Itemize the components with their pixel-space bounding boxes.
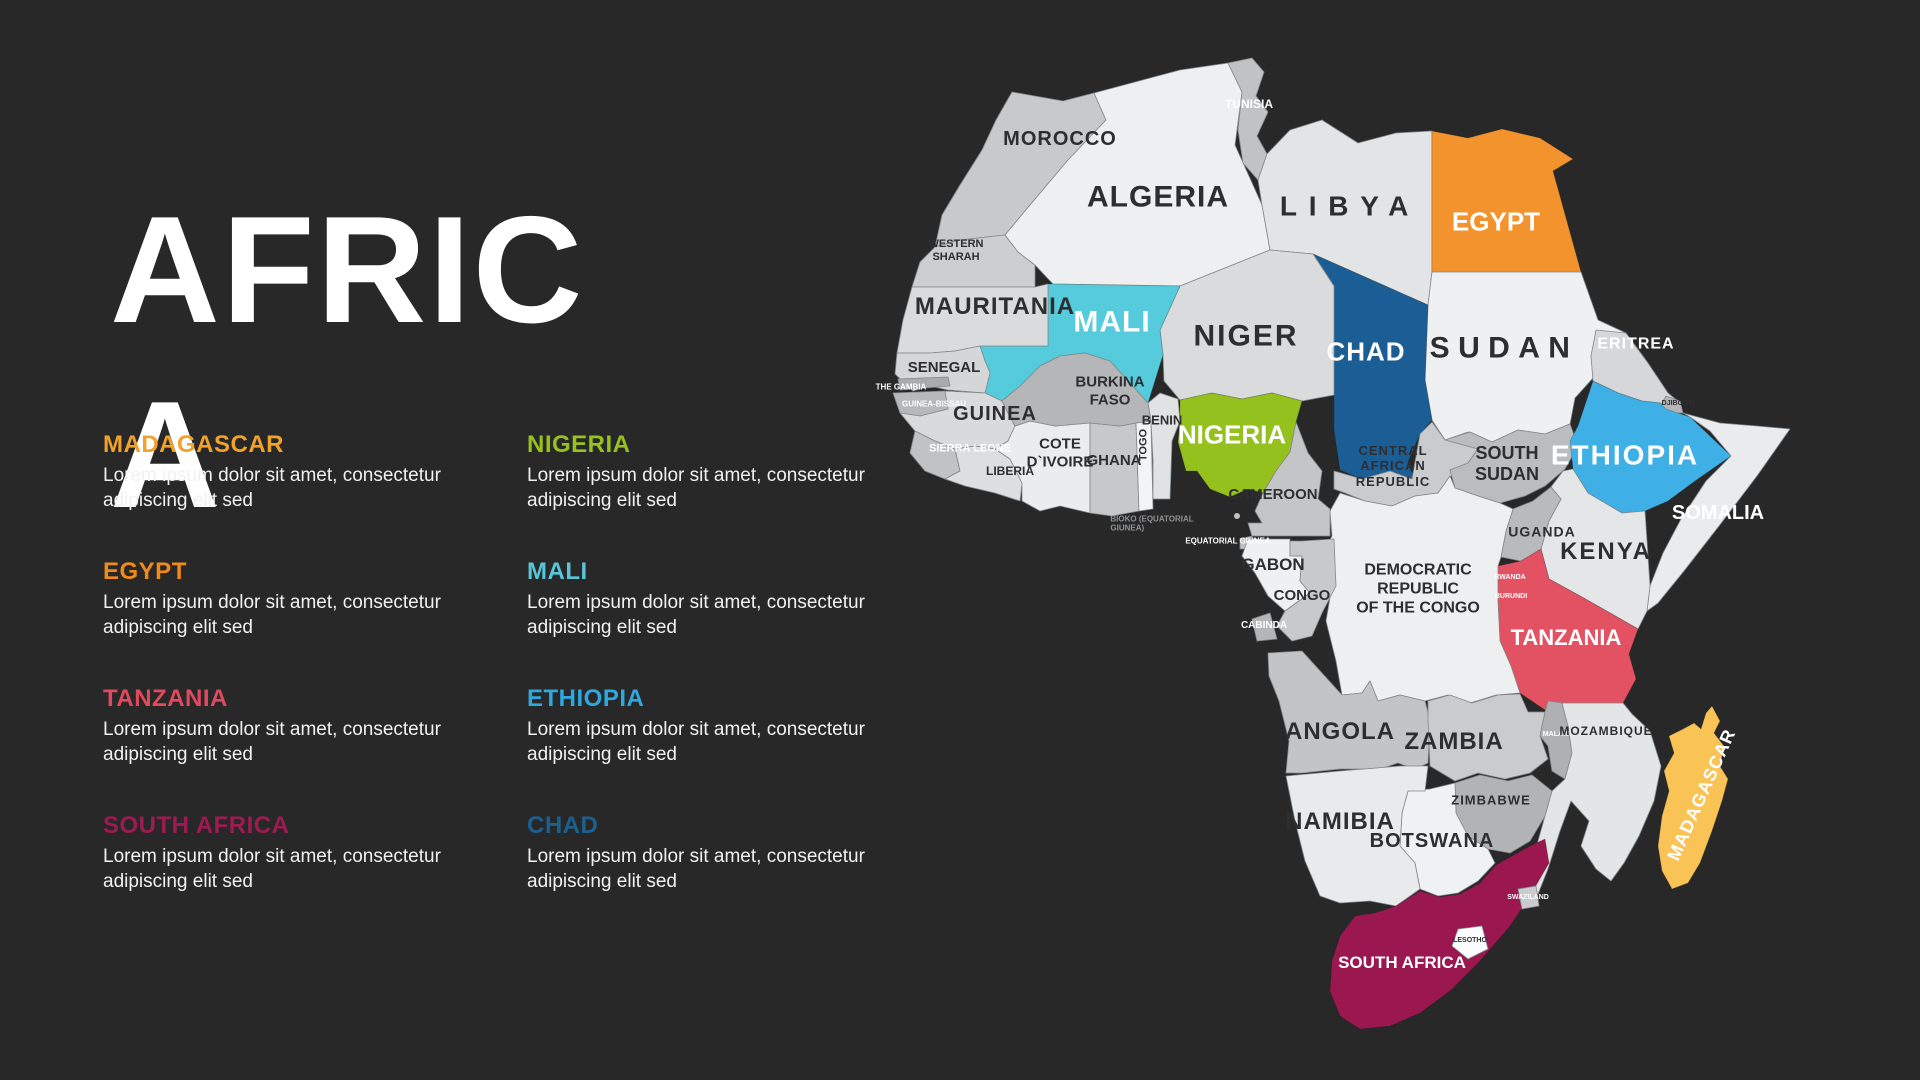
legend-item-tanzania: TANZANIA Lorem ipsum dolor sit amet, con… <box>103 684 463 767</box>
map-label-burkina-faso: BURKINA FASO <box>1075 373 1145 408</box>
map-label-burundi: BURUNDI <box>1494 592 1528 600</box>
legend-item-egypt: EGYPT Lorem ipsum dolor sit amet, consec… <box>103 557 463 640</box>
legend-item-title: NIGERIA <box>527 431 631 458</box>
map-label-gabon: GABON <box>1241 554 1305 574</box>
country-mozambique <box>1527 702 1662 900</box>
map-label-democratic-republic-of-the-congo: DEMOCRATIC REPUBLIC OF THE CONGO <box>1356 561 1480 617</box>
legend-item-title: SOUTH AFRICA <box>103 812 290 839</box>
country-drc <box>1319 475 1521 704</box>
map-label-south-africa: SOUTH AFRICA <box>1338 952 1466 972</box>
legend-item-body: Lorem ipsum dolor sit amet, consectetur … <box>527 719 865 765</box>
legend-item-ethiopia: ETHIOPIA Lorem ipsum dolor sit amet, con… <box>527 684 887 767</box>
legend-column-left: MADAGASCAR Lorem ipsum dolor sit amet, c… <box>103 430 463 938</box>
map-label-cote-d-ivoire: COTE D`IVOIRE <box>1026 435 1094 470</box>
map-label-namibia: NAMIBIA <box>1285 807 1395 835</box>
map-label-morocco: MOROCCO <box>1003 128 1117 151</box>
map-label-tanzania: TANZANIA <box>1510 625 1622 651</box>
legend-item-body: Lorem ipsum dolor sit amet, consectetur … <box>527 465 865 511</box>
map-label-central-african-republic: CENTRAL AFRICAN REPUBLIC <box>1355 443 1431 489</box>
country-tunisia <box>1227 57 1269 181</box>
country-madagascar <box>1657 705 1729 890</box>
legend-item-title: TANZANIA <box>103 685 228 712</box>
legend-item-chad: CHAD Lorem ipsum dolor sit amet, consect… <box>527 811 887 894</box>
map-label-congo: CONGO <box>1273 587 1331 605</box>
map-label-kenya: KENYA <box>1560 537 1652 565</box>
country-ethiopia <box>1569 380 1732 514</box>
map-label-sierra-leone: SIERRA LEONE <box>928 442 1012 455</box>
map-label-ghana: GHANA <box>1086 452 1142 470</box>
map-label-somalia: SOMALIA <box>1671 502 1765 525</box>
country-egypt <box>1431 128 1582 273</box>
map-label-nigeria: NIGERIA <box>1177 419 1287 450</box>
map-label-lesotho: LESOTHO <box>1453 936 1487 944</box>
legend-item-nigeria: NIGERIA Lorem ipsum dolor sit amet, cons… <box>527 430 887 513</box>
map-label-uganda: UGANDA <box>1508 523 1576 540</box>
map-label-zambia: ZAMBIA <box>1404 727 1504 755</box>
map-label-western-sharah: WESTERN SHARAH <box>928 238 984 263</box>
country-cameroon <box>1247 421 1331 537</box>
map-label-djibouti: DJIBOUTI <box>1661 399 1695 407</box>
legend-item-madagascar: MADAGASCAR Lorem ipsum dolor sit amet, c… <box>103 430 463 513</box>
map-label-mozambique: MOZAMBIQUE <box>1559 723 1653 738</box>
country-south-sudan <box>1444 423 1579 504</box>
legend-column-right: NIGERIA Lorem ipsum dolor sit amet, cons… <box>527 430 887 938</box>
map-label-rwanda: RWANDA <box>1494 573 1526 581</box>
island-bioko <box>1234 513 1240 519</box>
map-label-sudan: SUDAN <box>1429 331 1579 365</box>
map-label-south-sudan: SOUTH SUDAN <box>1474 442 1540 484</box>
map-label-algeria: ALGERIA <box>1087 180 1229 214</box>
map-label-zimbabwe: ZIMBABWE <box>1451 792 1531 808</box>
map-label-cameroon: CAMEROON <box>1228 486 1318 504</box>
country-zambia <box>1427 693 1549 782</box>
map-label-swaziland: SWAZILAND <box>1507 893 1549 901</box>
legend-item-body: Lorem ipsum dolor sit amet, consectetur … <box>103 719 441 765</box>
map-label-senegal: SENEGAL <box>907 359 981 377</box>
map-label-benin: BENIN <box>1141 412 1183 428</box>
legend-item-title: MADAGASCAR <box>103 431 284 458</box>
legend-item-mali: MALI Lorem ipsum dolor sit amet, consect… <box>527 557 887 640</box>
map-label-ethiopia: ETHIOPIA <box>1550 439 1700 471</box>
map-label-guinea: GUINEA <box>953 403 1037 426</box>
country-namibia <box>1285 765 1429 907</box>
country-south-africa <box>1329 838 1550 1030</box>
map-label-tunisia: TUNISIA <box>1225 96 1273 111</box>
country-cabinda <box>1251 612 1278 642</box>
country-benin <box>1147 392 1181 500</box>
map-label-guinea-bissau: GUINEA-BISSAU <box>901 399 967 409</box>
country-lesotho <box>1451 925 1489 960</box>
legend-item-body: Lorem ipsum dolor sit amet, consectetur … <box>103 465 441 511</box>
map-label-equatorial-giunea: EQUATORIAL GIUNEA <box>1185 536 1271 546</box>
map-label-egypt: EGYPT <box>1451 206 1541 237</box>
legend-item-title: ETHIOPIA <box>527 685 645 712</box>
map-label-eritrea: ERITREA <box>1597 335 1675 353</box>
legend-item-body: Lorem ipsum dolor sit amet, consectetur … <box>103 846 441 892</box>
map-label-liberia: LIBERIA <box>986 463 1034 478</box>
country-burkina-faso <box>1001 352 1152 427</box>
legend-item-body: Lorem ipsum dolor sit amet, consectetur … <box>103 592 441 638</box>
country-congo <box>1276 538 1337 642</box>
legend-item-body: Lorem ipsum dolor sit amet, consectetur … <box>527 846 865 892</box>
page-title: AFRICA <box>110 185 585 541</box>
map-label-niger: NIGER <box>1193 319 1299 353</box>
map-label-botswana: BOTSWANA <box>1369 830 1495 853</box>
legend-item-title: MALI <box>527 558 588 585</box>
map-label-libya: LIBYA <box>1279 190 1421 222</box>
map-label-angola: ANGOLA <box>1285 717 1395 745</box>
map-label-bioko-equatorial-giunea-: BIOKO (EQUATORIAL GIUNEA) <box>1110 514 1194 533</box>
legend-item-body: Lorem ipsum dolor sit amet, consectetur … <box>527 592 865 638</box>
map-label-mali: MALI <box>1073 305 1151 339</box>
map-label-the-gambia: THE GAMBIA <box>875 382 927 392</box>
legend-item-title: CHAD <box>527 812 599 839</box>
legend-item-south-africa: SOUTH AFRICA Lorem ipsum dolor sit amet,… <box>103 811 463 894</box>
legend-item-title: EGYPT <box>103 558 187 585</box>
map-label-cabinda: CABINDA <box>1240 620 1288 632</box>
country-swaziland <box>1517 885 1540 910</box>
map-label-malawi: MALAWI <box>1542 730 1572 738</box>
country-gambia <box>897 376 951 391</box>
map-label-chad: CHAD <box>1326 336 1406 367</box>
map-label-mauritania: MAURITANIA <box>914 292 1076 320</box>
